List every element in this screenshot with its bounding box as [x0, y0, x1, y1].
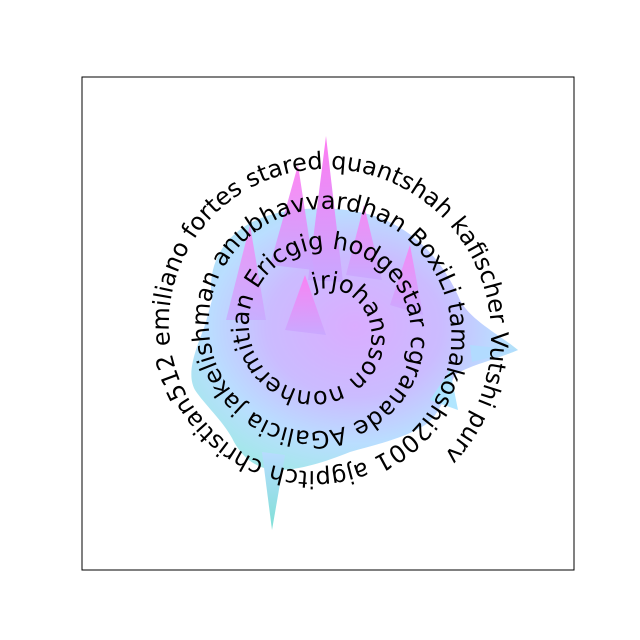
- surface-spike: [430, 370, 458, 410]
- surface-spike: [390, 245, 423, 315]
- surface-spike: [285, 275, 326, 335]
- axes-frame: [81, 76, 575, 571]
- surface-spike: [308, 136, 343, 282]
- surface-spike: [226, 225, 266, 320]
- surface-spike: [270, 165, 314, 270]
- surface-blob: [191, 208, 519, 471]
- surface-spike: [346, 205, 382, 280]
- surface-shape: [191, 136, 519, 530]
- surface-spike: [470, 345, 518, 362]
- surface-spike: [262, 452, 285, 530]
